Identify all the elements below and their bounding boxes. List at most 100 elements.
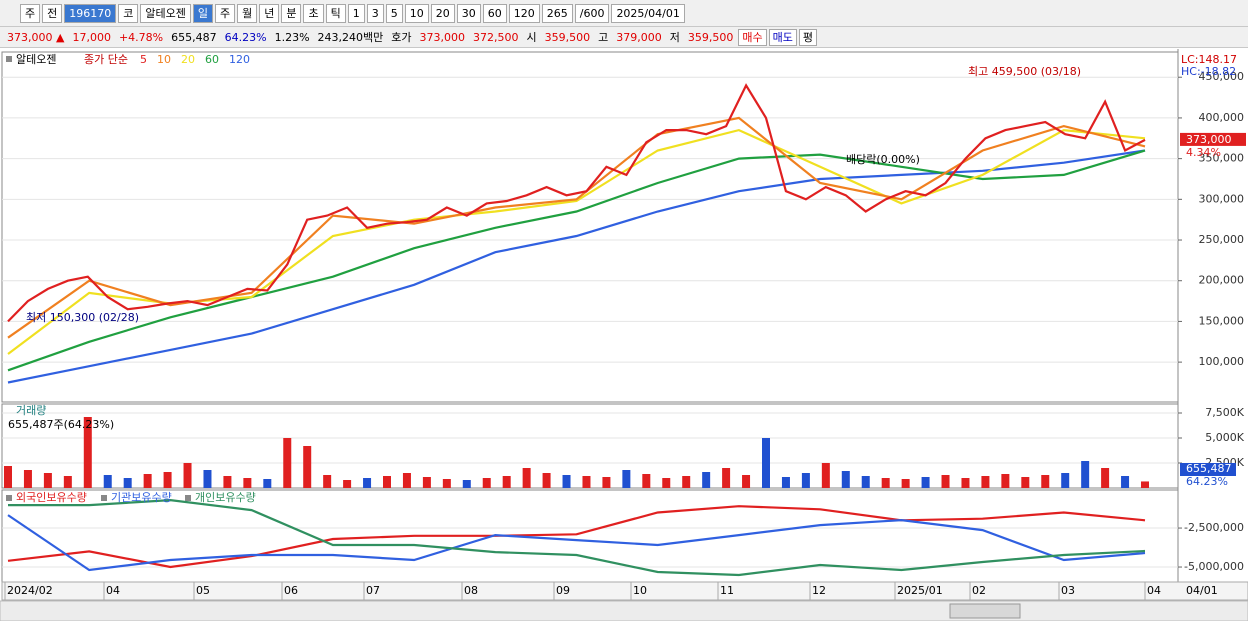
toolbar-item[interactable]: /600 [574,3,610,23]
quote-item: 1.23% [274,30,310,44]
volume-bar [742,475,751,488]
volume-bar [422,477,431,488]
panel-title: 거래량 [16,404,46,417]
volume-bar [1041,475,1050,488]
x-tick-label: 08 [464,584,478,597]
volume-bar [762,438,770,488]
toolbar-item[interactable]: 3 [366,3,384,23]
y-tick-label: 350,000 [1199,152,1245,165]
scroll-thumb [949,603,1021,619]
quote-item[interactable]: 매도 [768,28,797,46]
toolbar-item[interactable]: 265 [541,3,573,23]
volume-bar [881,478,890,488]
volume-bar [821,463,830,488]
x-tick-label: 2025/01 [897,584,943,597]
toolbar-item[interactable]: 일 [192,3,213,23]
volume-bar [781,477,790,488]
volume-bar [1001,474,1010,488]
toolbar-item[interactable]: 전 [42,3,63,23]
legend-item: 기관보유수량 [111,491,172,504]
x-current: 04/01 [1186,584,1218,597]
x-tick-label: 02 [972,584,986,597]
x-tick-label: 05 [196,584,210,597]
volume-bar [43,473,52,488]
quote-item[interactable]: 매수 [738,28,767,46]
toolbar-item[interactable]: 2025/04/01 [611,3,685,23]
quote-bar: 373,000 ▲ 17,000 +4.78% 655,487 64.23% 1.23% 2… [0,27,1248,48]
volume-bar [542,473,551,488]
toolbar-item[interactable]: 5 [385,3,403,23]
quote-item: 저 [669,30,680,44]
legend-item: 10 [157,53,171,66]
volume-bar [582,476,591,488]
toolbar-item[interactable]: 년 [259,3,280,23]
quote-item[interactable]: 평 [798,28,818,46]
x-tick-label: 10 [633,584,647,597]
x-tick-label: 04 [106,584,120,597]
volume-bar [223,476,232,488]
volume-bar [961,478,970,488]
toolbar-item[interactable]: 30 [456,3,481,23]
legend-item: 60 [205,53,219,66]
y-tick-label: 100,000 [1199,355,1245,368]
legend-swatch [101,495,107,501]
volume-bar [861,476,870,488]
quote-item: 17,000 [72,30,111,44]
volume-bar [702,472,711,488]
x-tick-label: 04 [1147,584,1161,597]
volume-bar [183,463,192,488]
quote-item: 379,000 [616,30,662,44]
toolbar-item[interactable]: 틱 [325,3,346,23]
volume-bar [1081,461,1090,488]
volume-bar [642,474,651,488]
legend-subtitle: 종가 단순 [84,53,128,66]
y-tick-label: -2,500,000 [1184,521,1244,534]
toolbar: 주 전 196170 코 알테오젠 일 주 월 년 분 초 틱 1 3 5 10 20 30 60 120 265/60… [0,0,1248,27]
volume-bar [841,471,850,488]
volume-bar [921,477,930,488]
volume-bar [801,473,810,488]
x-tick-label: 06 [284,584,298,597]
volume-bar [163,472,172,488]
toolbar-item[interactable]: 알테오젠 [140,3,191,23]
quote-item: 호가 [391,30,412,44]
volume-bar [363,478,372,488]
volume-bar [462,480,471,488]
legend-title: 알테오젠 [16,52,56,66]
toolbar-item[interactable]: 코 [118,3,139,23]
volume-bar [83,417,92,488]
panel-subtitle: 655,487주(64.23%) [8,418,114,431]
quote-item: 372,500 [473,30,519,44]
volume-bar [682,476,691,488]
toolbar-item[interactable]: 월 [237,3,258,23]
legend-item: 개인보유수량 [195,491,256,504]
y-tick-label: 5,000K [1205,431,1244,444]
toolbar-item[interactable]: 1 [347,3,365,23]
volume-bar [1061,473,1070,488]
toolbar-item[interactable]: 60 [482,3,507,23]
volume-bar [203,470,212,488]
toolbar-item[interactable]: 20 [430,3,455,23]
quote-item: 243,240백만 [317,30,384,44]
toolbar-item[interactable]: 주 [214,3,236,23]
toolbar-item[interactable]: 초 [303,3,324,23]
toolbar-item[interactable]: 10 [404,3,429,23]
quote-item: +4.78% [118,30,164,44]
x-tick-label: 11 [720,584,734,597]
toolbar-item[interactable]: 분 [281,3,302,23]
y-tick-label: 450,000 [1199,70,1245,83]
volume-bar [482,478,491,488]
volume-bar [263,479,272,488]
volume-bar [981,476,990,488]
volume-rate: 64.23% [1186,475,1228,488]
volume-bar [562,475,571,488]
annotation: 최고 459,500 (03/18) [968,65,1081,78]
toolbar-item[interactable]: 주 [20,3,41,23]
toolbar-item[interactable]: 120 [508,3,540,23]
toolbar-item[interactable]: 196170 [64,3,117,23]
y-tick-label: 200,000 [1199,274,1245,287]
volume-bar [722,468,731,488]
volume-bar [123,478,132,488]
x-tick-label: 09 [556,584,570,597]
quote-item: 64.23% [224,30,267,44]
